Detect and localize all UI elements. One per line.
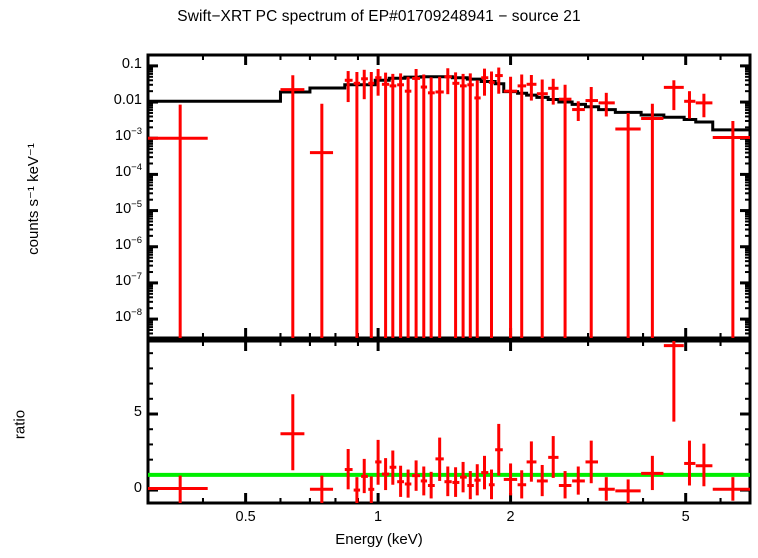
- y-tick-label-spectrum: 0.01: [113, 92, 142, 109]
- y-axis-label-ratio: ratio: [11, 409, 29, 440]
- x-tick-label: 0.5: [235, 509, 256, 525]
- x-tick-label: 1: [374, 509, 383, 525]
- ratio-frame: [146, 339, 752, 505]
- y-tick-label-spectrum: 10−4: [115, 162, 142, 181]
- x-axis-label: Energy (keV): [335, 531, 423, 548]
- y-tick-label-ratio: 5: [133, 404, 142, 420]
- y-tick-label-ratio: 0: [133, 480, 142, 497]
- y-tick-label-spectrum: 0.1: [121, 55, 142, 72]
- x-tick-label: 2: [506, 509, 515, 525]
- model-step-line: [148, 75, 750, 132]
- spectrum-data-points: [148, 67, 750, 338]
- page-title: Swift−XRT PC spectrum of EP#01709248941 …: [177, 8, 581, 25]
- spectrum-panel: [146, 53, 752, 340]
- x-tick-label: 5: [681, 509, 690, 525]
- spectrum-frame: [146, 53, 752, 340]
- y-tick-label-spectrum: 10−3: [115, 126, 142, 145]
- y-tick-label-spectrum: 10−5: [115, 198, 142, 217]
- y-axis-label-spectrum: counts s⁻¹ keV⁻¹: [25, 143, 42, 255]
- y-tick-label-spectrum: 10−8: [115, 307, 142, 326]
- y-tick-label-spectrum: 10−7: [115, 271, 142, 289]
- y-tick-label-spectrum: 10−6: [115, 234, 142, 253]
- ratio-panel: [146, 339, 752, 505]
- ratio-data-points: [148, 341, 750, 503]
